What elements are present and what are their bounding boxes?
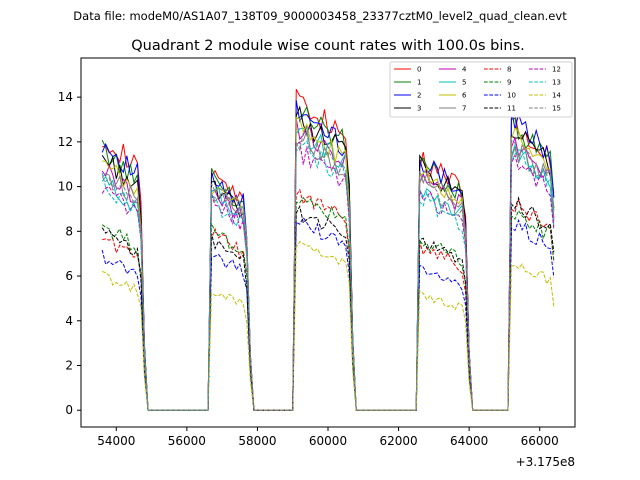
series-line-module-15	[101, 132, 555, 411]
legend-label-module-14: 14	[552, 92, 561, 100]
x-tick-label: 64000	[450, 434, 488, 448]
x-tick-label: 60000	[309, 434, 347, 448]
y-tick-label: 2	[65, 359, 73, 373]
legend-label-module-10: 10	[507, 92, 516, 100]
legend-box	[389, 61, 573, 118]
legend-label-module-1: 1	[417, 79, 421, 87]
y-tick-label: 6	[65, 269, 73, 283]
chart-title: Quadrant 2 module wise count rates with …	[131, 38, 525, 54]
y-tick-label: 8	[65, 224, 73, 238]
legend-label-module-2: 2	[417, 92, 421, 100]
x-axis-offset-label: +3.175e8	[516, 455, 575, 469]
legend-label-module-4: 4	[462, 66, 467, 74]
x-tick-label: 58000	[238, 434, 276, 448]
legend-label-module-5: 5	[462, 79, 466, 87]
legend-label-module-3: 3	[417, 105, 421, 113]
plot-area	[101, 89, 555, 411]
x-tick-label: 62000	[379, 434, 417, 448]
x-tick-label: 54000	[97, 434, 135, 448]
legend-label-module-11: 11	[507, 105, 516, 113]
legend-label-module-0: 0	[417, 66, 421, 74]
y-axis: 0 2 4 6 8 10 12 14	[58, 90, 81, 417]
figure-suptitle: Data file: modeM0/AS1A07_138T09_90000034…	[73, 9, 567, 23]
x-axis: 54000 56000 58000 60000 62000 64000 66000	[97, 427, 559, 448]
legend-label-module-8: 8	[507, 66, 511, 74]
y-tick-label: 12	[58, 135, 73, 149]
y-tick-label: 14	[58, 90, 73, 104]
x-tick-label: 66000	[521, 434, 559, 448]
legend-label-module-9: 9	[507, 79, 511, 87]
y-tick-label: 4	[65, 314, 73, 328]
x-tick-label: 56000	[168, 434, 206, 448]
legend-label-module-12: 12	[552, 66, 561, 74]
legend-label-module-7: 7	[462, 105, 466, 113]
legend-label-module-13: 13	[552, 79, 561, 87]
legend-label-module-15: 15	[552, 105, 561, 113]
plot-frame	[80, 57, 576, 428]
legend-label-module-6: 6	[462, 92, 467, 100]
y-tick-label: 10	[58, 180, 73, 194]
y-tick-label: 0	[65, 403, 73, 417]
